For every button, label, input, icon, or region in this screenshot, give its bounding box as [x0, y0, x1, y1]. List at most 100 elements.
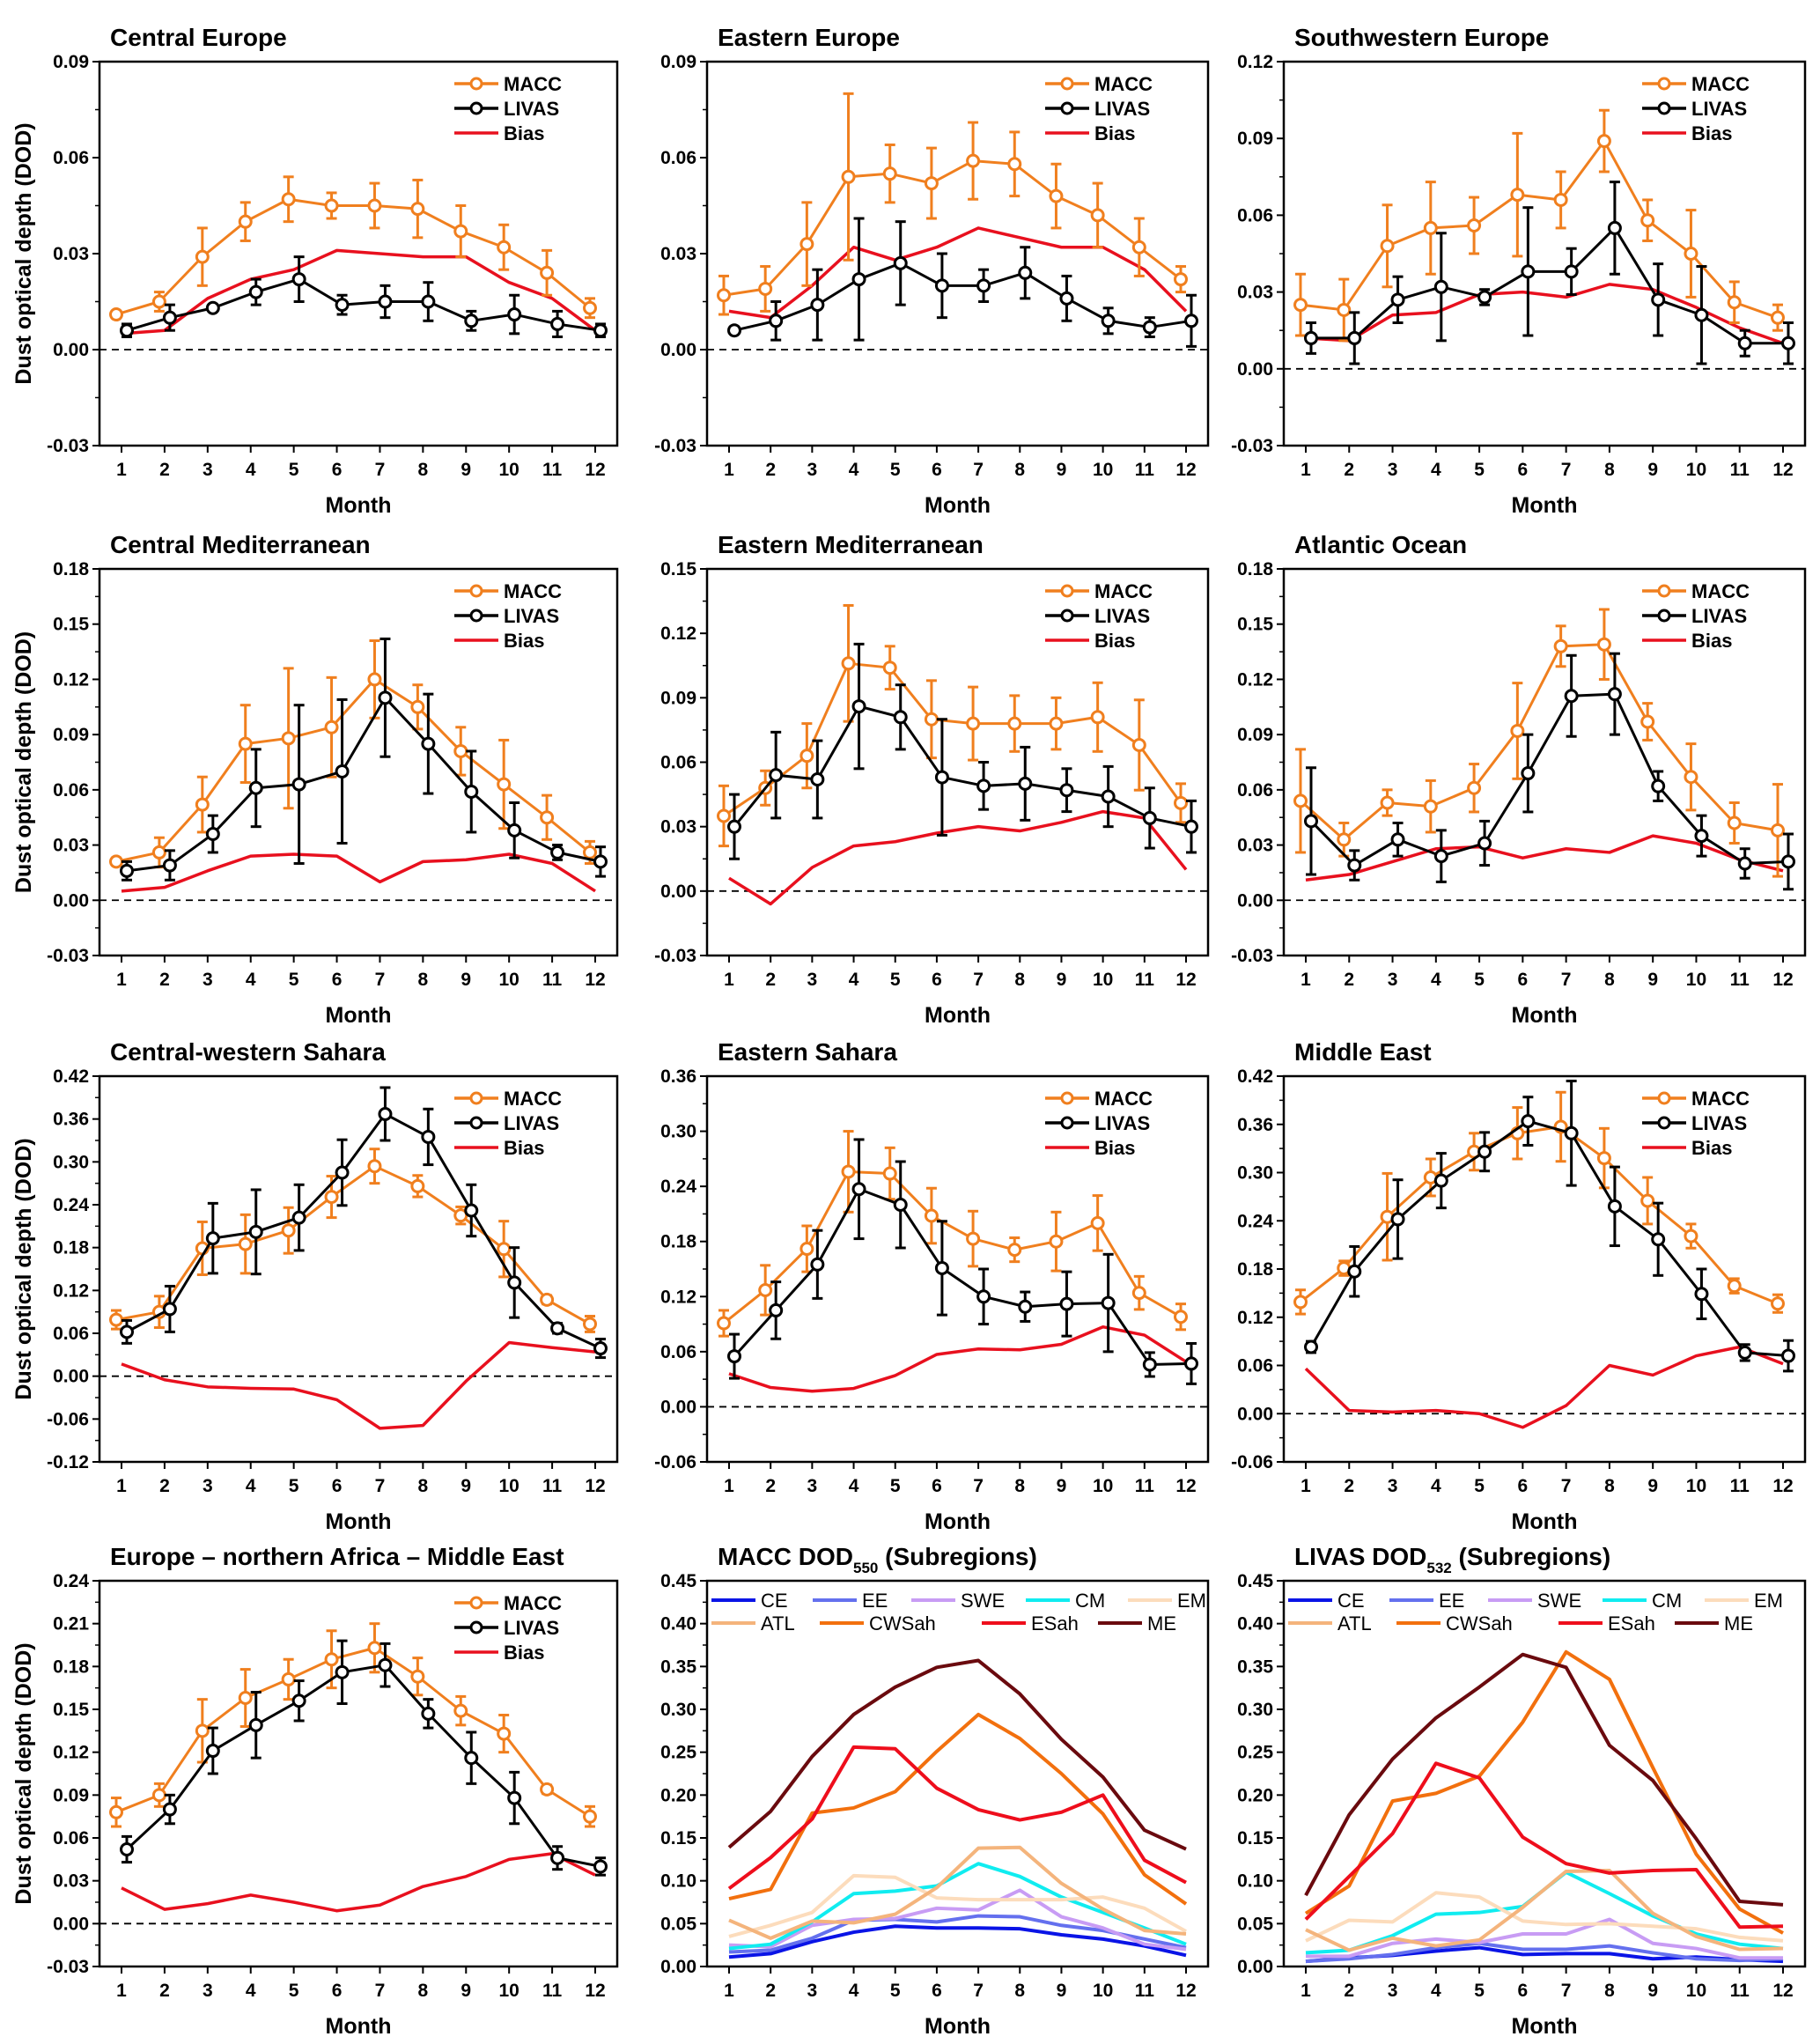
data-point-macc — [540, 1782, 555, 1797]
data-point-livas — [851, 1182, 866, 1197]
panel-title: Southwestern Europe — [1294, 24, 1549, 51]
series-line-bias — [728, 809, 1188, 906]
data-point-macc — [281, 731, 296, 746]
series-line-me — [1304, 1652, 1784, 1907]
data-point-macc — [1337, 832, 1352, 847]
legend-label-livas: LIVAS — [1094, 1112, 1150, 1134]
series-line-ce — [728, 1924, 1187, 1959]
legend-label-macc: MACC — [1094, 1088, 1153, 1110]
data-point-livas — [1304, 330, 1318, 345]
x-axis-title: Month — [326, 1509, 392, 1534]
data-point-macc — [1007, 1243, 1022, 1258]
data-point-macc — [1771, 823, 1785, 838]
data-point-macc — [1596, 1151, 1611, 1166]
data-point-livas — [976, 778, 991, 793]
series-line-livas — [733, 262, 1192, 332]
panel-title: Middle East — [1294, 1038, 1432, 1066]
y-tick-label: 0.15 — [660, 1828, 696, 1848]
data-point-livas — [1390, 292, 1405, 307]
y-tick-label: 0.06 — [53, 1324, 89, 1344]
data-point-livas — [1390, 1212, 1405, 1227]
data-point-macc — [1174, 272, 1188, 287]
data-point-livas — [934, 1260, 949, 1275]
panel-k: MACC DOD550 (Subregions) 0.00 0.05 0.10 0.15… — [660, 1543, 1210, 2039]
data-point-livas — [205, 1744, 220, 1759]
data-point-macc — [324, 719, 339, 734]
data-point-livas — [1781, 854, 1795, 869]
legend-label-bias: Bias — [504, 1642, 544, 1664]
y-tick-label: 0.42 — [1237, 1066, 1273, 1087]
data-point-macc — [841, 1164, 856, 1179]
data-point-livas — [810, 1257, 825, 1272]
y-tick-label: -0.06 — [654, 1452, 696, 1472]
data-point-livas — [291, 1693, 306, 1708]
y-tick-label: 0.18 — [1237, 1259, 1273, 1280]
x-axis-title: Month — [1512, 1509, 1578, 1534]
data-point-livas — [934, 770, 949, 785]
x-tick-label: 10 — [1686, 1476, 1706, 1496]
data-point-livas — [1304, 814, 1318, 829]
legend-label-macc: MACC — [1691, 1088, 1750, 1110]
x-tick-label: 8 — [1014, 970, 1025, 990]
series-line-livas — [126, 1112, 601, 1350]
data-point-livas — [810, 772, 825, 787]
y-tick-label: 0.00 — [1237, 890, 1273, 911]
x-tick-label: 7 — [375, 460, 386, 480]
data-point-macc — [924, 1208, 939, 1223]
data-point-macc — [497, 240, 512, 255]
x-tick-label: 6 — [932, 1981, 942, 2001]
y-tick-label: 0.40 — [1237, 1614, 1273, 1634]
legend-label-bias: Bias — [1691, 630, 1732, 652]
data-point-macc — [1640, 1193, 1655, 1208]
y-tick-label: 0.36 — [1237, 1115, 1273, 1135]
data-point-livas — [1018, 265, 1033, 280]
series-line-livas — [733, 1187, 1192, 1366]
data-point-macc — [799, 1242, 814, 1257]
data-point-livas — [1564, 264, 1579, 279]
y-axis-title: Dust optical depth (DOD) — [11, 1138, 36, 1399]
legend-marker-macc — [1657, 1091, 1671, 1105]
y-tick-label: 0.42 — [53, 1066, 89, 1087]
series-line-swe — [1306, 1917, 1783, 1960]
data-point-macc — [1640, 213, 1655, 228]
data-point-macc — [1423, 799, 1438, 814]
series-line-atl — [728, 1845, 1187, 1940]
legend-marker-livas — [469, 1116, 483, 1130]
data-point-livas — [1142, 320, 1157, 335]
y-tick-label: 0.24 — [1237, 1211, 1273, 1231]
data-point-livas — [1781, 336, 1795, 351]
x-tick-label: 1 — [116, 970, 127, 990]
panel-h: Eastern Sahara -0.06 0.00 0.06 0.12 0.18 0.24 0… — [654, 1038, 1210, 1534]
y-tick-label: -0.03 — [1231, 436, 1273, 456]
data-point-livas — [550, 316, 565, 331]
data-point-macc — [1640, 714, 1655, 729]
x-tick-label: 5 — [289, 460, 299, 480]
panel-c: Southwestern Europe -0.03 0.00 0.03 0.06 0.09… — [1231, 24, 1807, 518]
x-tick-label: 11 — [1135, 460, 1155, 480]
data-point-livas — [893, 710, 908, 725]
panel-title-suffix: (Subregions) — [878, 1543, 1036, 1570]
x-tick-label: 8 — [1014, 1981, 1025, 2001]
y-tick-label: 0.05 — [1237, 1914, 1273, 1934]
legend-label-macc: MACC — [504, 1088, 562, 1110]
y-tick-label: 0.06 — [53, 780, 89, 801]
x-tick-label: 12 — [1772, 1981, 1793, 2001]
series-line-swe — [728, 1888, 1187, 1952]
data-point-macc — [497, 777, 512, 792]
legend-label-macc: MACC — [504, 580, 562, 602]
x-tick-label: 12 — [585, 970, 605, 990]
y-tick-label: 0.24 — [53, 1571, 89, 1591]
data-point-livas — [378, 294, 393, 309]
legend-marker-macc — [469, 77, 483, 91]
y-tick-label: 0.30 — [1237, 1700, 1273, 1720]
series-line-cwsah — [1304, 1649, 1784, 1935]
x-tick-label: 5 — [890, 1476, 901, 1496]
x-tick-label: 1 — [724, 970, 734, 990]
x-tick-label: 7 — [1561, 970, 1572, 990]
x-tick-label: 11 — [1135, 1981, 1155, 2001]
data-point-livas — [851, 699, 866, 714]
x-tick-label: 11 — [542, 1476, 563, 1496]
panel-i: Middle East -0.06 0.00 0.06 0.12 0.18 0.24 0.30… — [1231, 1038, 1807, 1534]
data-point-livas — [162, 1302, 177, 1317]
y-tick-label: 0.30 — [53, 1152, 89, 1172]
